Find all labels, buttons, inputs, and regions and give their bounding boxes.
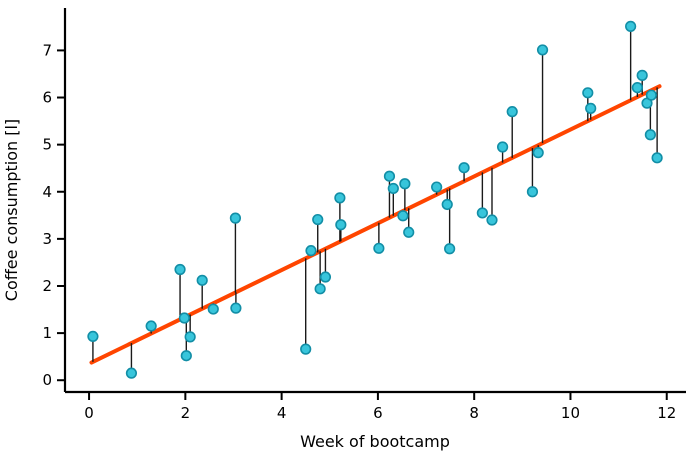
data-points <box>87 20 663 379</box>
x-tick-label: 12 <box>657 404 676 422</box>
data-point <box>458 162 470 174</box>
x-tick-label: 10 <box>561 404 580 422</box>
data-point <box>180 350 192 362</box>
y-axis-label: Coffee consumption [l] <box>2 119 21 301</box>
data-point <box>582 87 594 99</box>
data-point <box>631 82 643 94</box>
data-point <box>145 320 157 332</box>
data-point <box>373 242 385 254</box>
data-point <box>585 102 597 114</box>
x-tick-label: 6 <box>373 404 383 422</box>
data-point <box>125 367 138 379</box>
data-point <box>476 207 488 219</box>
data-point <box>496 141 509 153</box>
data-point <box>403 226 415 238</box>
data-point <box>431 181 443 193</box>
data-point <box>305 245 317 257</box>
y-tick-label: 4 <box>42 183 52 201</box>
data-point <box>387 182 399 195</box>
data-point <box>184 331 196 343</box>
data-point <box>174 263 186 276</box>
x-tick-label: 4 <box>277 404 287 422</box>
data-point <box>536 44 549 56</box>
data-point <box>383 170 396 182</box>
data-point <box>625 20 637 32</box>
y-tick-label: 2 <box>42 277 52 295</box>
y-tick-label: 5 <box>42 136 52 154</box>
y-tick-label: 1 <box>42 324 52 342</box>
data-point <box>335 219 347 231</box>
data-point <box>532 147 544 159</box>
data-point <box>645 89 657 101</box>
data-point <box>314 283 326 295</box>
data-point <box>526 186 539 198</box>
data-point <box>300 343 312 355</box>
y-tick-label: 7 <box>42 41 52 59</box>
data-point <box>644 129 656 141</box>
regression-line <box>89 84 662 365</box>
data-point <box>312 213 324 226</box>
x-tick-label: 2 <box>181 404 191 422</box>
data-point <box>334 192 346 204</box>
data-point <box>178 312 190 324</box>
y-tick-label: 0 <box>42 371 52 389</box>
y-tick-label: 3 <box>42 230 52 248</box>
data-point <box>441 198 453 211</box>
x-tick-label: 8 <box>469 404 479 422</box>
data-point <box>444 243 456 255</box>
data-point <box>229 212 242 224</box>
x-tick-label: 0 <box>84 404 94 422</box>
y-axis-ticks: 0 1 2 3 4 5 6 7 <box>42 41 65 389</box>
data-point <box>506 106 518 118</box>
data-point <box>319 271 332 283</box>
y-tick-label: 6 <box>42 89 52 107</box>
data-point <box>196 274 208 286</box>
x-axis-ticks: 0 2 4 6 8 10 12 <box>84 392 676 422</box>
data-point <box>230 302 242 314</box>
data-point <box>207 303 219 315</box>
data-point <box>87 330 99 343</box>
x-axis-label: Week of bootcamp <box>300 432 450 451</box>
data-point <box>636 69 648 81</box>
data-point <box>486 214 498 226</box>
data-point <box>397 210 409 222</box>
data-point <box>651 152 663 164</box>
data-point <box>399 178 411 190</box>
